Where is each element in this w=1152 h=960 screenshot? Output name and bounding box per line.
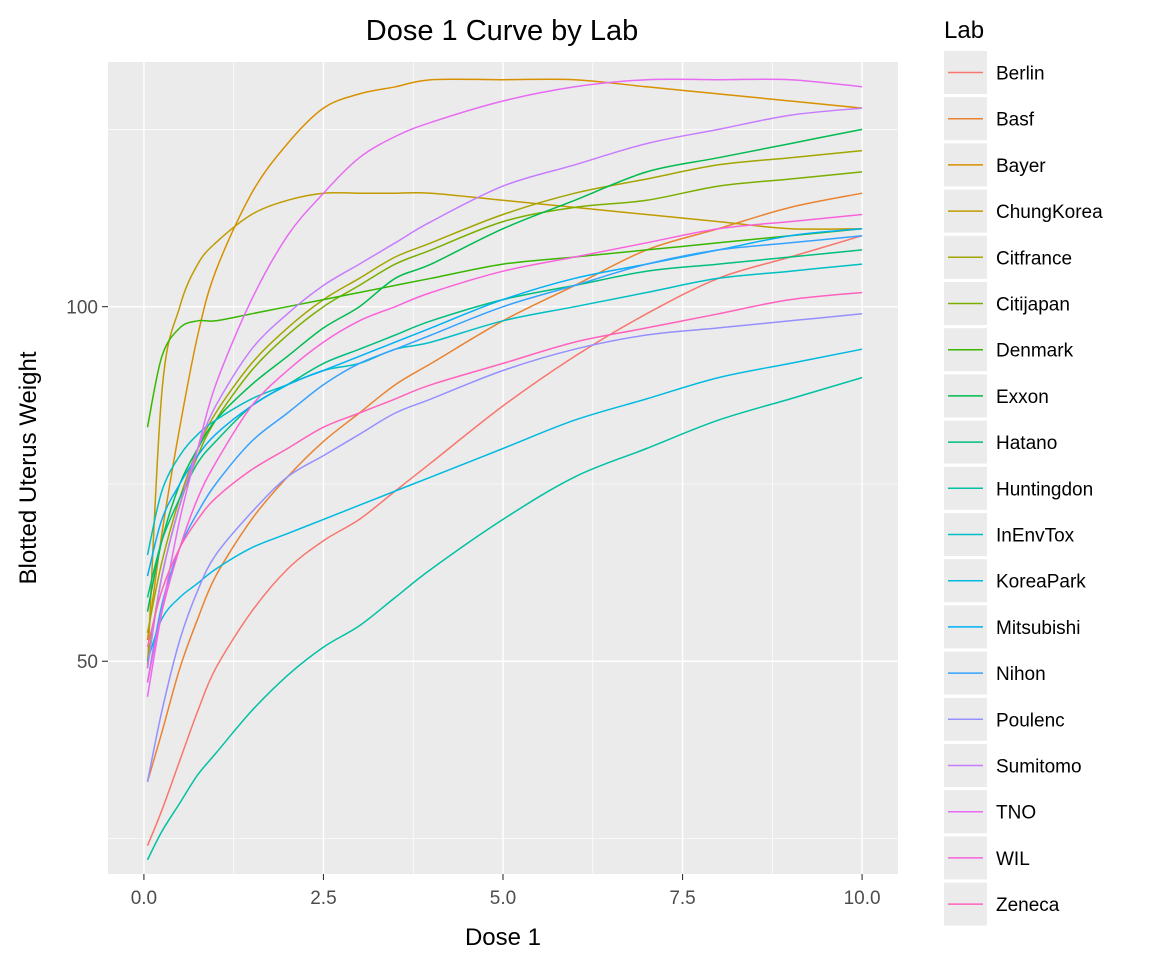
legend-label: Bayer [996,156,1046,177]
series-line-exxon [146,128,863,612]
legend-label: WIL [996,849,1030,870]
x-tick-label: 7.5 [669,888,695,909]
legend-label: Sumitomo [996,757,1082,778]
series-line-denmark [146,227,863,428]
legend-label: Berlin [996,64,1045,85]
series-line-tno [146,78,863,697]
x-tick-label: 0.0 [131,888,157,909]
legend-item-zeneca: Zeneca [944,882,1060,926]
legend-item-sumitomo: Sumitomo [944,744,1082,787]
series-line-hatano [146,249,863,598]
chart-title: Dose 1 Curve by Lab [366,15,638,47]
series-lines [146,78,863,861]
legend-label: Citfrance [996,248,1072,269]
legend-items: Berlin Basf Bayer ChungKorea Citfrance Citija… [944,51,1103,926]
legend-item-koreapark: KoreaPark [944,559,1086,603]
series-line-basf [146,192,863,783]
series-line-huntingdon [146,376,863,861]
legend-label: Zeneca [996,895,1060,916]
legend-label: Hatano [996,433,1057,454]
y-tick-label: 50 [77,652,98,673]
series-line-wil [146,213,863,683]
series-line-sumitomo [146,107,863,669]
legend-label: Mitsubishi [996,618,1080,639]
x-tick-label: 10.0 [844,888,881,909]
legend-item-hatano: Hatano [944,420,1057,464]
legend-label: Basf [996,110,1035,131]
legend-item-berlin: Berlin [944,51,1045,94]
legend-label: Nihon [996,664,1046,685]
series-line-koreapark [146,348,863,662]
legend-item-citfrance: Citfrance [944,235,1072,279]
legend: Lab Berlin Basf Bayer ChungKorea Citfrance Ci… [944,17,1103,926]
series-line-nihon [146,234,863,683]
legend-item-citijapan: Citijapan [944,282,1070,325]
legend-item-wil: WIL [944,836,1030,880]
x-tick-label: 2.5 [310,888,336,909]
legend-item-tno: TNO [944,790,1036,834]
legend-label: Citijapan [996,295,1070,316]
legend-title: Lab [944,17,984,44]
legend-label: TNO [996,803,1036,824]
y-axis-title: Blotted Uterus Weight [15,351,42,584]
legend-item-basf: Basf [944,97,1035,141]
x-axis-title: Dose 1 [465,924,541,951]
legend-item-inenvtox: InEnvTox [944,513,1075,556]
legend-item-nihon: Nihon [944,651,1046,695]
legend-item-exxon: Exxon [944,374,1049,418]
legend-item-bayer: Bayer [944,143,1046,187]
legend-item-poulenc: Poulenc [944,697,1065,741]
series-line-berlin [146,234,863,846]
legend-label: Exxon [996,387,1049,408]
legend-item-chungkorea: ChungKorea [944,189,1103,233]
legend-label: ChungKorea [996,202,1103,223]
series-line-poulenc [146,313,863,782]
legend-item-denmark: Denmark [944,328,1074,372]
series-line-zeneca [146,291,863,648]
x-axis: 0.0 2.5 5.0 7.5 10.0 [131,874,881,909]
series-line-bayer [146,78,863,641]
y-tick-label: 100 [66,298,98,319]
x-tick-label: 5.0 [490,888,516,909]
legend-label: Denmark [996,341,1074,362]
legend-item-mitsubishi: Mitsubishi [944,605,1080,649]
legend-label: Poulenc [996,710,1065,731]
y-axis: 50 100 [66,298,108,673]
legend-label: Huntingdon [996,479,1093,500]
legend-label: KoreaPark [996,572,1086,593]
series-line-chungkorea [146,191,863,669]
legend-item-huntingdon: Huntingdon [944,466,1093,510]
legend-label: InEnvTox [996,526,1075,547]
